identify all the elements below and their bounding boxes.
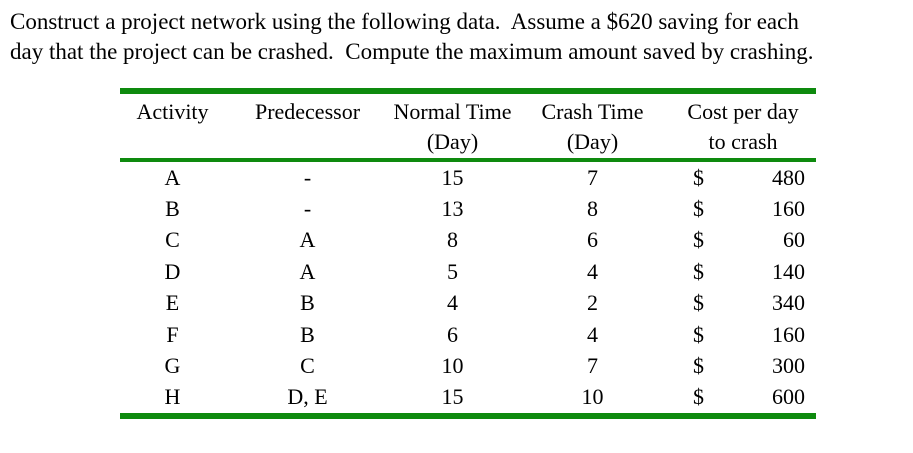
activity-cell: A <box>164 164 181 190</box>
column-header-cost-per-day: Cost per day to crash <box>670 97 816 158</box>
table-row-b: B - 13 8 $ 160 <box>120 193 816 224</box>
predecessor-cell: B <box>300 290 315 316</box>
column-header-activity-subtitle <box>120 127 225 157</box>
cost-amount: 600 <box>772 384 805 410</box>
normal-time-cell: 4 <box>447 290 458 316</box>
predecessor-cell: - <box>303 196 312 222</box>
normal-time-cell: 5 <box>447 258 458 284</box>
column-header-normal-time-subtitle: (Day) <box>426 129 479 154</box>
predecessor-cell: A <box>299 258 316 284</box>
crash-time-cell: 4 <box>587 321 598 347</box>
problem-statement: Construct a project network using the fo… <box>10 7 908 67</box>
table-row-f: F B 6 4 $ 160 <box>120 319 816 350</box>
cost-amount: 160 <box>772 196 805 222</box>
cost-cell: $ 300 <box>670 353 816 379</box>
column-header-predecessor-subtitle <box>225 127 390 157</box>
crash-time-cell: 6 <box>587 227 598 253</box>
normal-time-cell: 8 <box>447 227 458 253</box>
activity-cell: E <box>165 290 180 316</box>
cost-amount: 140 <box>772 258 805 284</box>
crash-data-table: Activity Predecessor Normal Time (Day) C… <box>120 88 816 420</box>
activity-cell: G <box>164 353 181 379</box>
column-header-activity-title: Activity <box>136 99 209 124</box>
table-header-row: Activity Predecessor Normal Time (Day) C… <box>120 94 816 158</box>
cost-cell: $ 600 <box>670 384 816 410</box>
column-header-crash-time: Crash Time (Day) <box>515 97 670 158</box>
column-header-normal-time-title: Normal Time <box>393 99 512 124</box>
column-header-predecessor: Predecessor <box>225 97 390 158</box>
cost-cell: $ 60 <box>670 227 816 253</box>
column-header-activity: Activity <box>120 97 225 158</box>
predecessor-cell: - <box>303 164 312 190</box>
crash-time-cell: 7 <box>587 353 598 379</box>
normal-time-cell: 6 <box>447 321 458 347</box>
table-row-e: E B 4 2 $ 340 <box>120 288 816 319</box>
currency-symbol: $ <box>693 384 704 410</box>
predecessor-cell: A <box>299 227 316 253</box>
normal-time-cell: 13 <box>441 196 464 222</box>
currency-symbol: $ <box>693 321 704 347</box>
crash-time-cell: 2 <box>587 290 598 316</box>
cost-amount: 340 <box>772 290 805 316</box>
cost-amount: 480 <box>772 164 805 190</box>
column-header-cost-per-day-subtitle: to crash <box>708 129 778 154</box>
table-row-g: G C 10 7 $ 300 <box>120 350 816 381</box>
cost-cell: $ 140 <box>670 259 816 285</box>
cost-amount: 300 <box>772 353 805 379</box>
table-row-c: C A 8 6 $ 60 <box>120 225 816 256</box>
column-header-predecessor-title: Predecessor <box>254 99 361 124</box>
predecessor-cell: C <box>300 353 315 379</box>
crash-time-cell: 4 <box>587 258 598 284</box>
normal-time-cell: 15 <box>441 384 464 410</box>
activity-cell: B <box>165 196 180 222</box>
currency-symbol: $ <box>693 196 704 222</box>
problem-statement-line-1: Construct a project network using the fo… <box>10 9 799 34</box>
column-header-normal-time: Normal Time (Day) <box>390 97 515 158</box>
cost-amount: 160 <box>772 321 805 347</box>
table-top-rule <box>120 88 816 94</box>
table-bottom-rule <box>120 413 816 420</box>
cost-cell: $ 160 <box>670 196 816 222</box>
column-header-cost-per-day-title: Cost per day <box>687 99 799 124</box>
crash-time-cell: 8 <box>587 196 598 222</box>
activity-cell: F <box>166 321 179 347</box>
predecessor-cell: D, E <box>287 384 328 410</box>
currency-symbol: $ <box>693 258 704 284</box>
crash-time-cell: 7 <box>587 164 598 190</box>
table-row-h: H D, E 15 10 $ 600 <box>120 382 816 413</box>
currency-symbol: $ <box>693 164 704 190</box>
cost-cell: $ 340 <box>670 290 816 316</box>
normal-time-cell: 15 <box>441 164 464 190</box>
currency-symbol: $ <box>693 227 704 253</box>
activity-cell: D <box>164 258 181 284</box>
activity-cell: H <box>164 384 181 410</box>
currency-symbol: $ <box>693 290 704 316</box>
column-header-crash-time-title: Crash Time <box>541 99 644 124</box>
predecessor-cell: B <box>300 321 315 347</box>
cost-cell: $ 480 <box>670 165 816 191</box>
problem-statement-line-2: day that the project can be crashed. Com… <box>10 39 814 64</box>
column-header-crash-time-subtitle: (Day) <box>566 129 619 154</box>
cost-cell: $ 160 <box>670 322 816 348</box>
table-row-a: A - 15 7 $ 480 <box>120 162 816 193</box>
activity-cell: C <box>165 227 180 253</box>
table-row-d: D A 5 4 $ 140 <box>120 256 816 287</box>
crash-time-cell: 10 <box>581 384 604 410</box>
table-header-rule <box>120 158 816 162</box>
cost-amount: 60 <box>783 227 805 253</box>
table-body: A - 15 7 $ 480 B - 13 8 $ 160 C A 8 6 <box>120 162 816 413</box>
normal-time-cell: 10 <box>441 353 464 379</box>
currency-symbol: $ <box>693 353 704 379</box>
